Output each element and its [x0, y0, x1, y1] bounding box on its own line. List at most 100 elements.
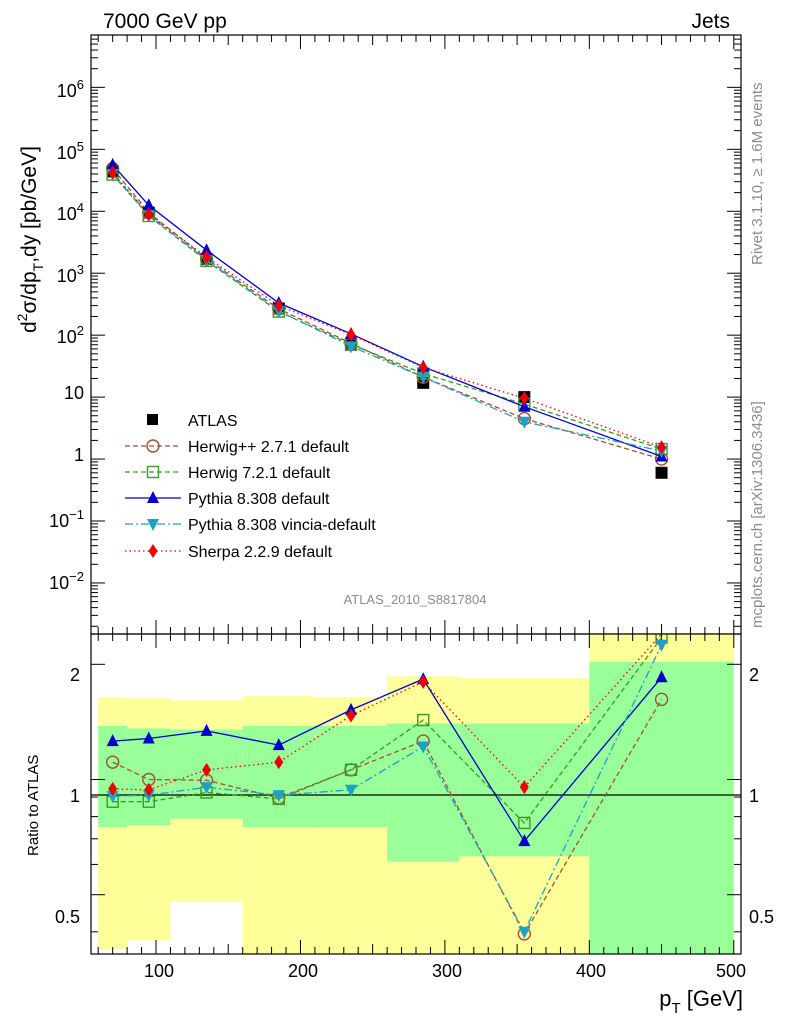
- legend-entry-atlas: ATLAS: [147, 413, 238, 430]
- ratio-point-pythia: [200, 723, 213, 736]
- x-tick-labels: 100 200 300 400 500: [144, 961, 746, 981]
- y-tick-label: 102: [57, 323, 84, 347]
- y-tick-label: 105: [57, 139, 84, 163]
- ratio-point-herwigpp: [654, 692, 669, 707]
- ratio-point-pythia: [272, 738, 285, 751]
- y-tick-label: 10: [64, 383, 84, 403]
- series-atlas: [106, 165, 668, 479]
- legend-label-pythia: Pythia 8.308 default: [188, 491, 330, 508]
- legend-entry-pythia: Pythia 8.308 default: [125, 491, 330, 508]
- ratio-x-ticks: [97, 634, 735, 954]
- data-point-sherpa: [144, 207, 154, 222]
- legend-label-herwigpp: Herwig++ 2.7.1 default: [188, 439, 350, 456]
- ratio-point-herwig7: [417, 713, 430, 727]
- legend-marker-sherpa: [148, 544, 158, 558]
- legend-entry-herwigpp: Herwig++ 2.7.1 default: [125, 439, 350, 456]
- y-tick-label: 106: [57, 77, 84, 101]
- x-tick-label: 400: [576, 961, 606, 981]
- ratio-point-sherpa: [346, 708, 356, 723]
- ratio-plot-frame: [90, 633, 742, 955]
- data-point-atlas: [655, 466, 668, 479]
- legend-entry-sherpa: Sherpa 2.2.9 default: [125, 544, 333, 561]
- data-point-sherpa: [418, 360, 428, 375]
- ratio-tick-label-right: 2: [749, 665, 759, 685]
- ratio-tick-label-left: 2: [70, 665, 80, 685]
- ratio-series-pythia: [106, 670, 668, 847]
- main-y-axis-label: d2σ/dpT,dy [pb/GeV]: [14, 146, 46, 333]
- ratio-line-sherpa: [112, 634, 663, 791]
- data-point-sherpa: [657, 440, 667, 455]
- ratio-y-axis-label: Ratio to ATLAS: [25, 755, 42, 856]
- x-tick-label: 300: [432, 961, 462, 981]
- data-point-pythia: [200, 243, 213, 256]
- series-sherpa: [108, 165, 667, 455]
- ratio-point-sherpa: [418, 674, 428, 689]
- energy-label: 7000 GeV pp: [103, 10, 227, 33]
- ratio-line-herwig7: [112, 637, 663, 824]
- ratio-y-ticks: [91, 663, 741, 933]
- data-point-vincia: [417, 372, 430, 385]
- ratio-tick-label-left: 0.5: [55, 907, 80, 927]
- ratio-point-pythia: [655, 670, 668, 683]
- ratio-series: [105, 634, 669, 941]
- main-series: [105, 157, 669, 479]
- series-line-sherpa: [112, 172, 662, 448]
- y-tick-label: 104: [57, 200, 84, 224]
- ratio-line-vincia: [112, 644, 663, 934]
- band-inner: [314, 725, 388, 828]
- y-tick-label: 103: [57, 262, 84, 286]
- data-point-sherpa: [346, 327, 356, 342]
- ratio-point-herwig7: [344, 763, 358, 777]
- x-tick-label: 200: [288, 961, 318, 981]
- data-point-pythia: [518, 399, 531, 412]
- ratio-line-pythia: [112, 676, 663, 843]
- ratio-point-sherpa: [144, 782, 154, 797]
- legend-marker-atlas: [147, 414, 158, 425]
- ratio-point-sherpa: [519, 780, 529, 795]
- ratio-point-vincia: [106, 791, 119, 804]
- ratio-series-sherpa: [108, 634, 663, 797]
- series-line-vincia: [112, 173, 662, 452]
- data-point-vincia: [518, 416, 531, 429]
- ratio-point-vincia: [272, 790, 285, 803]
- main-y-tick-labels: 106 105 104 103 102 10 1 10−1 10−2: [49, 77, 84, 593]
- ratio-point-vincia: [655, 639, 668, 652]
- series-herwig7: [106, 168, 668, 456]
- series-line-herwig7: [112, 174, 662, 450]
- band-inner: [589, 661, 734, 954]
- data-point-pythia: [142, 198, 155, 211]
- legend-label-vincia: Pythia 8.308 vincia-default: [188, 517, 376, 534]
- legend-entry-herwig7: Herwig 7.2.1 default: [125, 465, 331, 482]
- data-point-sherpa: [202, 250, 212, 265]
- data-point-sherpa: [108, 165, 118, 180]
- ratio-tick-label-right: 0.5: [749, 907, 774, 927]
- ratio-point-pythia: [142, 731, 155, 744]
- ratio-y-tick-labels: 2 1 0.5 2 1 0.5: [55, 665, 774, 927]
- ratio-point-vincia: [200, 782, 213, 795]
- legend-marker-pythia: [147, 491, 159, 503]
- y-tick-label: 1: [74, 445, 84, 465]
- legend-marker-vincia: [147, 519, 159, 531]
- ratio-point-herwig7: [518, 816, 531, 830]
- legend-marker-herwig7: [146, 465, 160, 479]
- ratio-point-herwigpp: [105, 755, 120, 769]
- y-tick-label: 10−1: [49, 507, 84, 531]
- legend: ATLAS Herwig++ 2.7.1 default Herwig 7.2.…: [125, 413, 376, 561]
- data-point-sherpa: [519, 391, 529, 406]
- ratio-point-vincia: [518, 926, 531, 939]
- rivet-label: Rivet 3.1.10, ≥ 1.6M events: [749, 83, 766, 266]
- x-tick-label: 100: [144, 961, 174, 981]
- ratio-tick-label-right: 1: [749, 786, 759, 806]
- y-tick-label: 10−2: [49, 569, 84, 593]
- x-axis-label: pT [GeV]: [659, 986, 743, 1017]
- band-inner: [127, 728, 171, 826]
- ratio-point-sherpa: [108, 781, 118, 796]
- process-label: Jets: [691, 10, 730, 33]
- ratio-point-pythia: [106, 734, 119, 747]
- ratio-point-sherpa: [202, 762, 212, 777]
- series-line-pythia: [112, 164, 662, 458]
- legend-label-atlas: ATLAS: [188, 413, 238, 430]
- legend-marker-herwigpp: [146, 439, 160, 453]
- series-line-herwigpp: [112, 168, 662, 460]
- legend-label-sherpa: Sherpa 2.2.9 default: [188, 544, 333, 561]
